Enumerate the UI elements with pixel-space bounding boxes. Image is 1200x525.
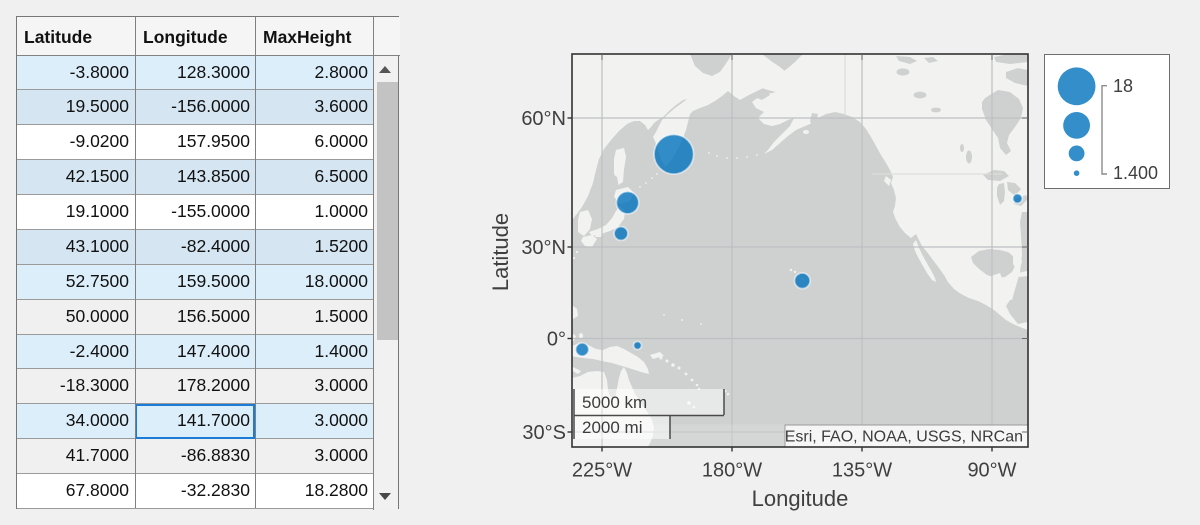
svg-text:Longitude: Longitude	[752, 486, 849, 511]
svg-text:180°W: 180°W	[702, 460, 762, 482]
svg-text:135°W: 135°W	[832, 460, 892, 482]
svg-text:30°S: 30°S	[522, 422, 566, 444]
svg-text:18: 18	[1113, 76, 1133, 96]
svg-text:1.400: 1.400	[1113, 163, 1158, 183]
svg-text:90°W: 90°W	[967, 460, 1016, 482]
svg-text:Esri, FAO, NOAA, USGS, NRCan: Esri, FAO, NOAA, USGS, NRCan	[785, 429, 1023, 446]
svg-text:Latitude: Latitude	[488, 213, 513, 291]
svg-text:2000 mi: 2000 mi	[582, 418, 642, 437]
svg-text:225°W: 225°W	[572, 460, 632, 482]
svg-text:5000 km: 5000 km	[582, 393, 647, 412]
svg-text:60°N: 60°N	[521, 108, 566, 130]
svg-text:30°N: 30°N	[521, 237, 566, 259]
svg-text:0°: 0°	[547, 329, 566, 351]
